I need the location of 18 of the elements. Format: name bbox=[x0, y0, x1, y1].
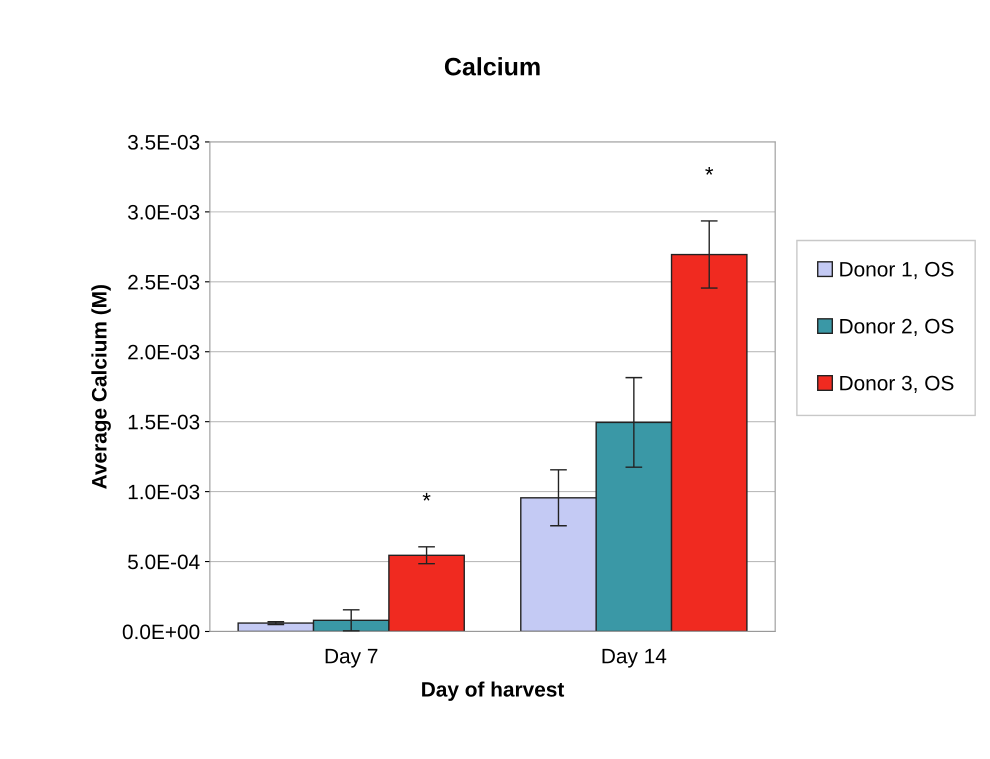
chart-title: Calcium bbox=[444, 57, 540, 76]
annotation: * bbox=[705, 166, 714, 175]
y-tick-label: 5.0E-04 bbox=[128, 554, 200, 570]
legend-label: Donor 3, OS bbox=[840, 376, 954, 393]
y-axis-title: Average Calcium (M) bbox=[91, 285, 111, 489]
y-tick-label: 3.5E-03 bbox=[128, 134, 200, 150]
x-tick-label: Day 7 bbox=[326, 648, 378, 668]
legend-label: Donor 1, OS bbox=[840, 262, 954, 280]
annotation: * bbox=[422, 492, 431, 501]
y-tick-label: 1.0E-03 bbox=[128, 484, 200, 500]
y-tick-label: 3.0E-03 bbox=[128, 204, 200, 220]
x-tick-label: Day 14 bbox=[602, 648, 666, 668]
y-tick-label: 1.5E-03 bbox=[128, 414, 200, 430]
y-tick-label: 2.5E-03 bbox=[128, 274, 200, 290]
y-tick-label: 0.0E+00 bbox=[122, 624, 200, 640]
legend-label: Donor 2, OS bbox=[840, 318, 954, 336]
y-tick-label: 2.0E-03 bbox=[128, 344, 200, 360]
x-axis-title: Day of harvest bbox=[422, 681, 564, 701]
